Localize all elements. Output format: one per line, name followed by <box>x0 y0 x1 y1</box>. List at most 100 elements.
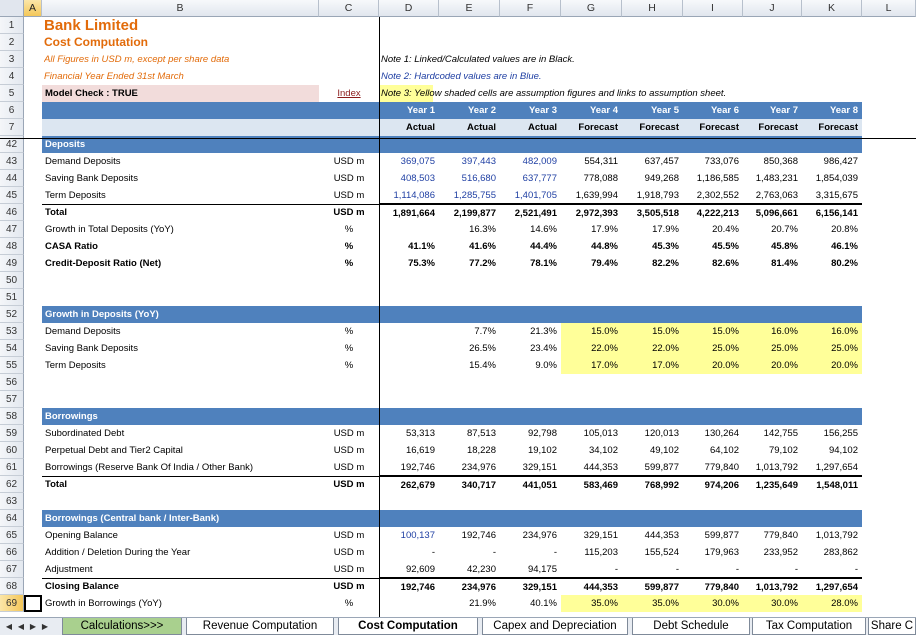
cell-value[interactable]: 1,483,231 <box>755 173 798 184</box>
cell-value[interactable]: 2,199,877 <box>439 204 500 221</box>
cell-value[interactable]: 1,639,994 <box>561 187 622 204</box>
cell-value[interactable] <box>379 357 439 374</box>
cell-value[interactable]: 192,746 <box>461 530 496 541</box>
cell-value[interactable]: 1,401,705 <box>500 187 561 204</box>
cell-value[interactable]: 17.0% <box>591 360 618 371</box>
cell-value[interactable]: 482,009 <box>522 156 557 167</box>
cell-value[interactable]: 949,268 <box>644 173 679 184</box>
cell-value[interactable]: 986,427 <box>823 156 858 167</box>
cell-value[interactable]: 779,840 <box>763 530 798 541</box>
row-header-48[interactable]: 48 <box>0 238 24 255</box>
cell-value[interactable]: 233,952 <box>763 547 798 558</box>
last-sheet-icon[interactable]: ▶ <box>41 622 49 631</box>
cell-value[interactable]: 1,297,654 <box>802 459 862 476</box>
cell-value[interactable]: 340,717 <box>439 476 500 493</box>
row-header-3[interactable]: 3 <box>0 51 24 68</box>
cell-value[interactable]: 1,235,649 <box>743 476 802 493</box>
cell-value[interactable]: 17.9% <box>591 224 618 235</box>
cell-value[interactable]: 583,469 <box>561 476 622 493</box>
row-header-67[interactable]: 67 <box>0 561 24 578</box>
cell-value[interactable]: 5,096,661 <box>743 204 802 221</box>
row-header-54[interactable]: 54 <box>0 340 24 357</box>
cell-value[interactable] <box>379 595 439 612</box>
cell-value[interactable]: - <box>683 561 743 578</box>
row-header-69[interactable]: 69 <box>0 595 24 612</box>
cell-value[interactable]: 20.0% <box>831 360 858 371</box>
cell-value[interactable]: 15.4% <box>469 360 496 371</box>
row-header-43[interactable]: 43 <box>0 153 24 170</box>
cell-value[interactable]: - <box>743 561 802 578</box>
cell-value[interactable]: - <box>802 561 862 578</box>
cell-value[interactable]: 1,285,755 <box>439 187 500 204</box>
cell-value[interactable]: 28.0% <box>831 598 858 609</box>
sheet-tab[interactable]: Debt Schedule <box>632 618 750 635</box>
row-header-61[interactable]: 61 <box>0 459 24 476</box>
cell-value[interactable]: 4,222,213 <box>683 204 743 221</box>
cell-value[interactable]: 82.2% <box>652 258 679 269</box>
cell-value[interactable]: 1,548,011 <box>802 476 862 493</box>
cell-value[interactable]: 42,230 <box>439 561 500 578</box>
cell-value[interactable]: 1,114,086 <box>379 187 439 204</box>
cell-value[interactable]: 20.4% <box>712 224 739 235</box>
row-header-62[interactable]: 62 <box>0 476 24 493</box>
row-header-57[interactable]: 57 <box>0 391 24 408</box>
row-header-51[interactable]: 51 <box>0 289 24 306</box>
cell-value[interactable]: 64,102 <box>709 445 739 456</box>
row-header-60[interactable]: 60 <box>0 442 24 459</box>
cell-value[interactable]: 516,680 <box>461 173 496 184</box>
cell-value[interactable]: 30.0% <box>712 598 739 609</box>
cell-value[interactable]: 441,051 <box>500 476 561 493</box>
cell-value[interactable]: 25.0% <box>831 343 858 354</box>
row-header-65[interactable]: 65 <box>0 527 24 544</box>
cell-value[interactable]: 16.3% <box>469 224 496 235</box>
cell-value[interactable]: 1,186,585 <box>696 173 739 184</box>
cell-value[interactable]: 234,976 <box>522 530 557 541</box>
column-header-A[interactable]: A <box>24 0 42 17</box>
sheet-tab[interactable]: Cost Computation <box>338 618 478 635</box>
cell-value[interactable]: 23.4% <box>530 343 557 354</box>
cell-value[interactable]: 2,302,552 <box>683 187 743 204</box>
cell-value[interactable]: 3,505,518 <box>622 204 683 221</box>
row-header-45[interactable]: 45 <box>0 187 24 204</box>
cell-value[interactable]: 92,609 <box>379 561 439 578</box>
row-header-50[interactable]: 50 <box>0 272 24 289</box>
cell-value[interactable]: 444,353 <box>561 578 622 595</box>
cell-value[interactable]: 329,151 <box>583 530 618 541</box>
row-header-66[interactable]: 66 <box>0 544 24 561</box>
cell-value[interactable]: 408,503 <box>400 173 435 184</box>
cell-value[interactable]: 637,777 <box>522 173 557 184</box>
cell-value[interactable]: 40.1% <box>530 598 557 609</box>
row-header-6[interactable]: 6 <box>0 102 24 119</box>
cell-value[interactable]: 26.5% <box>469 343 496 354</box>
row-header-5[interactable]: 5 <box>0 85 24 102</box>
cell-value[interactable]: 974,206 <box>683 476 743 493</box>
cell-value[interactable]: 1,891,664 <box>379 204 439 221</box>
row-header-47[interactable]: 47 <box>0 221 24 238</box>
cell-value[interactable]: 7.7% <box>474 326 496 337</box>
cell-value[interactable]: 637,457 <box>644 156 679 167</box>
column-header-F[interactable]: F <box>500 0 561 17</box>
cell-value[interactable]: 100,137 <box>400 530 435 541</box>
cell-value[interactable]: 35.0% <box>652 598 679 609</box>
cell-value[interactable]: 329,151 <box>500 578 561 595</box>
row-header-58[interactable]: 58 <box>0 408 24 425</box>
cell-value[interactable]: 20.8% <box>831 224 858 235</box>
cell-value[interactable]: 599,877 <box>622 459 683 476</box>
cell-value[interactable]: 17.0% <box>652 360 679 371</box>
row-header-63[interactable]: 63 <box>0 493 24 510</box>
cell-value[interactable]: 49,102 <box>649 445 679 456</box>
active-cell-A69[interactable] <box>24 595 42 612</box>
cell-value[interactable]: 1,013,792 <box>743 459 802 476</box>
cell-value[interactable]: 444,353 <box>561 459 622 476</box>
row-header-2[interactable]: 2 <box>0 34 24 51</box>
cell-value[interactable]: 155,524 <box>644 547 679 558</box>
cell-value[interactable]: 15.0% <box>712 326 739 337</box>
sheet-tab[interactable]: Tax Computation <box>752 618 866 635</box>
row-header-64[interactable]: 64 <box>0 510 24 527</box>
cell-value[interactable]: 30.0% <box>771 598 798 609</box>
column-header-G[interactable]: G <box>561 0 622 17</box>
cell-value[interactable]: 1,013,792 <box>815 530 858 541</box>
cell-value[interactable]: 15.0% <box>652 326 679 337</box>
cell-value[interactable]: 179,963 <box>704 547 739 558</box>
cell-value[interactable]: 192,746 <box>379 578 439 595</box>
